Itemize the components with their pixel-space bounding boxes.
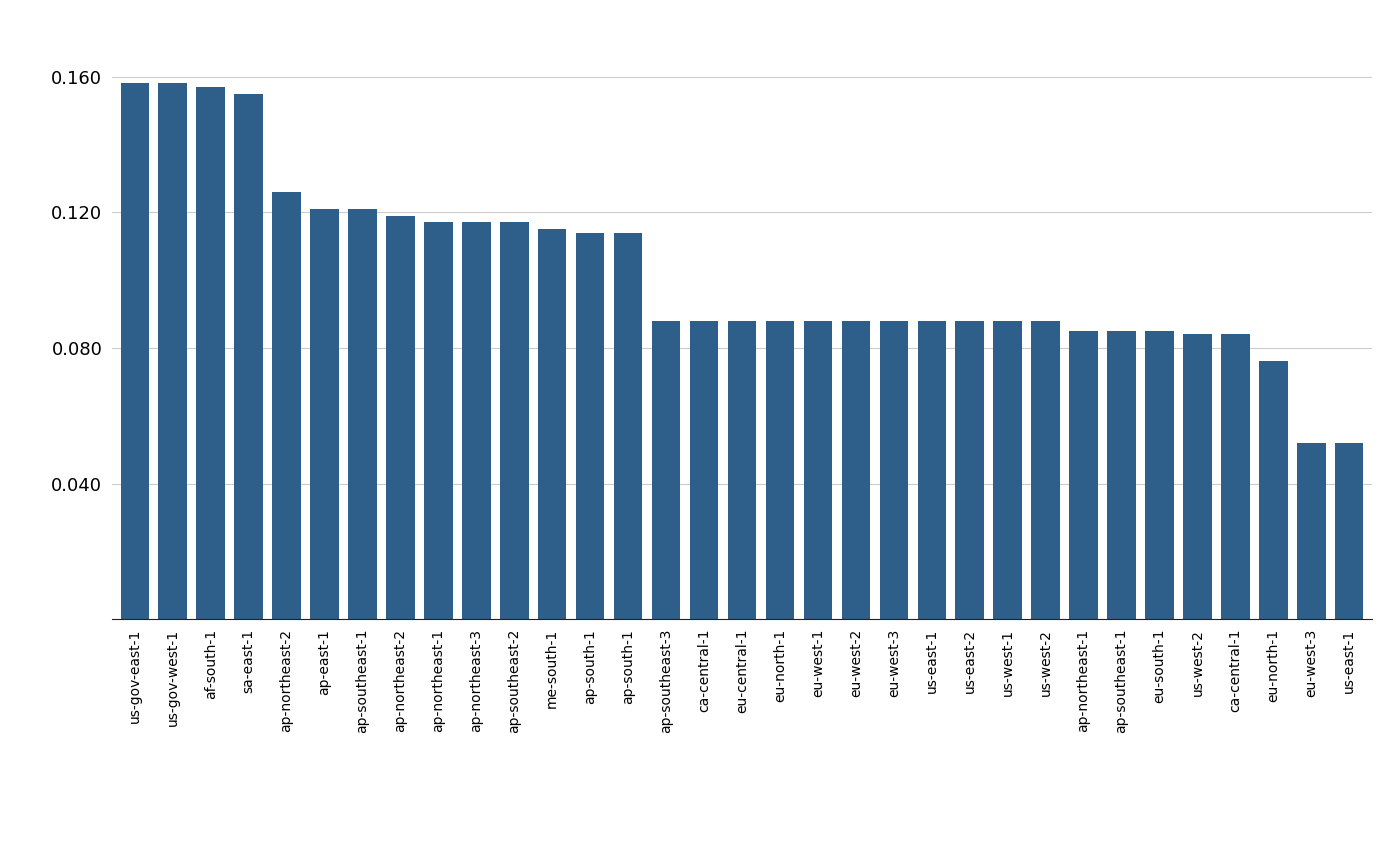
Bar [1145,331,1173,619]
Bar [196,87,225,619]
Bar [1259,361,1288,619]
Bar [1107,331,1135,619]
Bar [462,223,490,619]
Bar [311,209,339,619]
Bar [273,192,301,619]
Bar [690,321,718,619]
Bar [1032,321,1060,619]
Bar [538,230,567,619]
Bar [349,209,377,619]
Bar [879,321,909,619]
Bar [955,321,984,619]
Bar [386,216,414,619]
Bar [1183,335,1211,619]
Bar [1336,443,1364,619]
Bar [841,321,869,619]
Bar [615,233,643,619]
Bar [1221,335,1250,619]
Bar [500,223,529,619]
Bar [575,233,605,619]
Bar [120,83,148,619]
Bar [158,83,188,619]
Bar [1296,443,1326,619]
Bar [994,321,1022,619]
Bar [766,321,794,619]
Bar [917,321,946,619]
Bar [804,321,832,619]
Bar [1070,331,1098,619]
Bar [652,321,680,619]
Bar [728,321,756,619]
Bar [234,94,263,619]
Bar [424,223,452,619]
